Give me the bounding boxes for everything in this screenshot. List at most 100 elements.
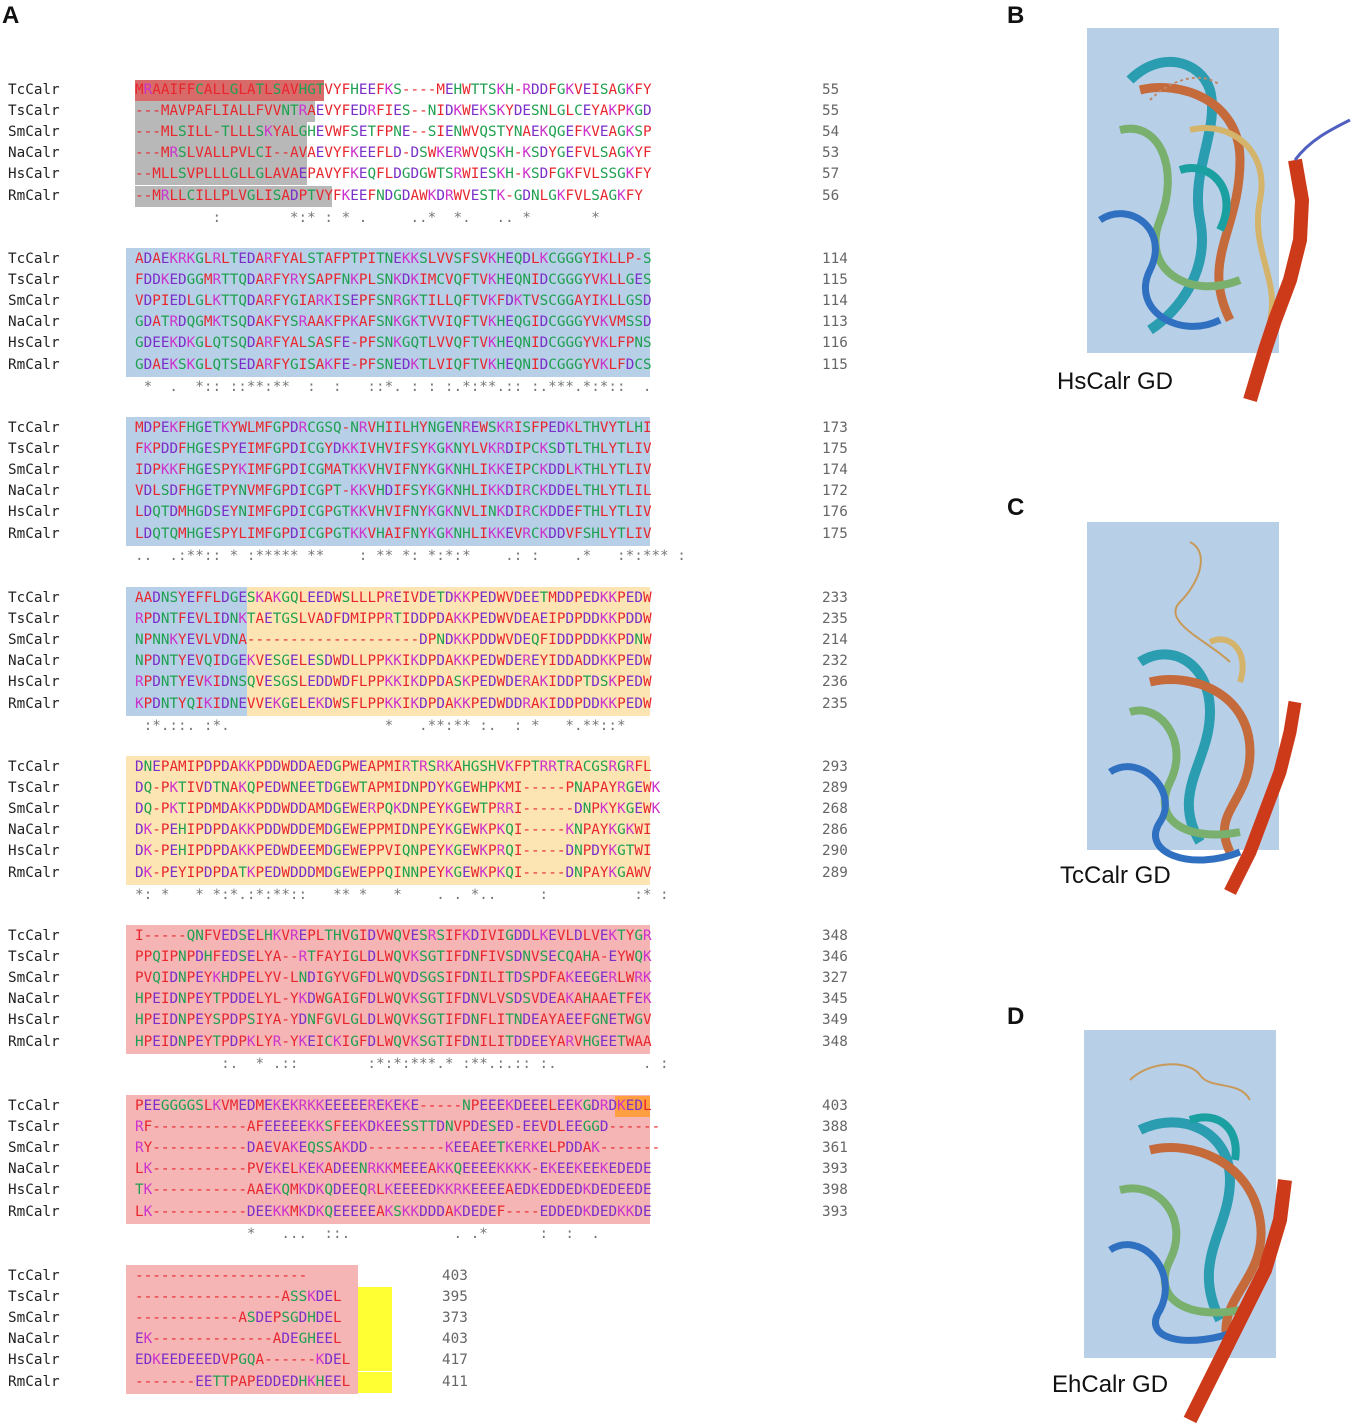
sequence-name: TcCalr bbox=[8, 759, 60, 775]
conservation-line: .. .:**:: * :***** ** : ** *: *:*:* .: :… bbox=[135, 547, 686, 564]
retention-signal-region bbox=[358, 1329, 393, 1351]
residue-count: 114 bbox=[822, 293, 848, 310]
sequence-residues: PEEGGGGSLKVMEDMEKEKRKKEEEEEREKEKE-----NP… bbox=[135, 1098, 652, 1114]
alignment-row: TsCalr ---MAVPAFLIALLFVVNTRAEVYFEDRFIES--… bbox=[0, 101, 880, 122]
sequence-residues: RPDNTFEVLIDNKTAETGSLVADFDMIPPRTIDDPDAKKP… bbox=[135, 611, 652, 628]
conservation-line: * ... ::. . .* : : . bbox=[135, 1225, 600, 1242]
sequence-residues: DK-PEYIPDPDATKPEDWDDDMDGEWEPPQINNPEYKGEW… bbox=[135, 864, 652, 881]
retention-signal-region bbox=[358, 1371, 393, 1393]
residue-count: 57 bbox=[822, 166, 840, 183]
alignment-row: SmCalr NPNNKYEVLVDNA--------------------D… bbox=[0, 630, 880, 651]
alignment-row: TsCalr PPQIPNPDHFEDSELYA--RTFAYIGLDLWQVKS… bbox=[0, 947, 880, 968]
conservation-line: :*.::. :*. * .**:** :. : * *.**::* bbox=[135, 717, 626, 734]
sequence-residues: GDATRDQGMKTSQDAKFYSRAAKFPKAFSNKGKTVVIQFT… bbox=[135, 314, 652, 331]
sequence-name: SmCalr bbox=[8, 1140, 60, 1157]
residue-count: 116 bbox=[822, 335, 848, 352]
sequence-name: RmCalr bbox=[8, 695, 60, 712]
sequence-residues: MDPEKFHGETKYWLMFGPDRCGSQ-NRVHIILHYNGENRE… bbox=[135, 420, 652, 436]
residue-count: 349 bbox=[822, 1012, 848, 1029]
sequence-residues: VDLSDFHGETPYNVMFGPDICGPT-KKVHDIFSYKGKNHL… bbox=[135, 483, 652, 500]
sequence-name: RmCalr bbox=[8, 1033, 60, 1050]
alignment-row: NaCalr VDLSDFHGETPYNVMFGPDICGPT-KKVHDIFSY… bbox=[0, 481, 880, 502]
residue-count: 173 bbox=[822, 420, 848, 436]
sequence-residues: ------------ASDEPSGDHDEL bbox=[135, 1310, 342, 1327]
sequence-residues: LDQTQMHGESPYLIMFGPDICGPGTKKVHAIFNYKGKNHL… bbox=[135, 525, 652, 542]
sequence-residues: KPDNTYQIKIDNEVVEKGELEKDWSFLPPKKIKDPDAKKP… bbox=[135, 695, 652, 712]
sequence-residues: MRAAIFFCALLGLATLSAVHGTVYFHEEFKS----MEHWT… bbox=[135, 82, 652, 98]
residue-count: 172 bbox=[822, 483, 848, 500]
sequence-residues: TK-----------AAEKQMKDKQDEEQRLKEEEEDKKRKE… bbox=[135, 1182, 652, 1199]
sequence-residues: ADAEKRKGLRLTEDARFYALSTAFPTPITNEKKSLVVSFS… bbox=[135, 251, 652, 267]
alignment-row: TcCalr MRAAIFFCALLGLATLSAVHGTVYFHEEFKS---… bbox=[0, 80, 880, 101]
alignment-row: RmCalr DK-PEYIPDPDATKPEDWDDDMDGEWEPPQINNP… bbox=[0, 863, 880, 884]
alignment-row: TsCalr FKPDDFHGESPYEIMFGPDICGYDKKIVHVIFSY… bbox=[0, 439, 880, 460]
alignment-row: TcCalr -------------------- 403 bbox=[0, 1266, 880, 1287]
panel-label-a: A bbox=[2, 2, 20, 29]
residue-count: 53 bbox=[822, 145, 840, 162]
residue-count: 235 bbox=[822, 611, 848, 628]
alignment-row: TcCalr DNEPAMIPDPDAKKPDDWDDAEDGPWEAPMIRTR… bbox=[0, 757, 880, 778]
domain-region-c-terminal bbox=[126, 1265, 359, 1394]
sequence-residues: DQ-PKTIPDMDAKKPDDWDDAMDGEWERPQKDNPEYKGEW… bbox=[135, 801, 661, 818]
residue-count: 233 bbox=[822, 590, 848, 606]
alignment-row: TcCalr I-----QNFVEDSELHKVREPLTHVGIDVWQVES… bbox=[0, 926, 880, 947]
alignment-row: RmCalr KPDNTYQIKIDNEVVEKGELEKDWSFLPPKKIKD… bbox=[0, 694, 880, 715]
residue-count: 348 bbox=[822, 1033, 848, 1050]
sequence-residues: ---MAVPAFLIALLFVVNTRAEVYFEDRFIES--NIDKWE… bbox=[135, 103, 652, 120]
alignment-row: HsCalr TK-----------AAEKQMKDKQDEEQRLKEEEE… bbox=[0, 1180, 880, 1201]
sequence-name: SmCalr bbox=[8, 801, 60, 818]
alignment-row: SmCalr ------------ASDEPSGDHDEL 373 bbox=[0, 1308, 880, 1329]
residue-count: 175 bbox=[822, 441, 848, 458]
sequence-name: TcCalr bbox=[8, 251, 60, 267]
residue-count: 113 bbox=[822, 314, 848, 331]
residue-count: 235 bbox=[822, 695, 848, 712]
sequence-name: HsCalr bbox=[8, 843, 60, 860]
residue-count: 268 bbox=[822, 801, 848, 818]
residue-count: 388 bbox=[822, 1119, 848, 1136]
residue-count: 56 bbox=[822, 187, 840, 204]
sequence-residues: NPDNTYEVQIDGEKVESGELESDWDLLPPKKIKDPDAKKP… bbox=[135, 653, 652, 670]
sequence-name: RmCalr bbox=[8, 356, 60, 373]
sequence-name: SmCalr bbox=[8, 124, 60, 141]
alignment-row: TsCalr -----------------ASSKDEL 395 bbox=[0, 1287, 880, 1308]
signal-peptide-region bbox=[135, 122, 307, 144]
retention-signal-region bbox=[358, 1287, 393, 1309]
sequence-name: TcCalr bbox=[8, 928, 60, 944]
alignment-row: SmCalr DQ-PKTIPDMDAKKPDDWDDAMDGEWERPQKDNP… bbox=[0, 799, 880, 820]
domain-region-globular bbox=[126, 248, 650, 377]
residue-count: 327 bbox=[822, 970, 848, 987]
ehcalr-label: EhCalr GD bbox=[1052, 1371, 1169, 1398]
conservation-line: *: * * *:*.:*:**:: ** * * . . *.. : :* : bbox=[135, 886, 669, 903]
residue-count: 214 bbox=[822, 632, 848, 649]
sequence-residues: ---MLSILL-TLLLSKYALGHEVWFSETFPNE--SIENWV… bbox=[135, 124, 652, 141]
ehcalr-structure-image bbox=[1084, 1030, 1292, 1424]
sequence-residues: PPQIPNPDHFEDSELYA--RTFAYIGLDLWQVKSGTIFDN… bbox=[135, 949, 652, 966]
alignment-row: HsCalr RPDNTYEVKIDNSQVESGSLEDDWDFLPPKKIKD… bbox=[0, 672, 880, 693]
sequence-name: NaCalr bbox=[8, 653, 60, 670]
sequence-residues: DQ-PKTIVDTNAKQPEDWNEETDGEWTAPMIDNPDYKGEW… bbox=[135, 780, 661, 797]
residue-count: 293 bbox=[822, 759, 848, 775]
alignment-row: HsCalr LDQTDMHGDSEYNIMFGPDICGPGTKKVHVIFNY… bbox=[0, 502, 880, 523]
retention-signal-region bbox=[615, 1096, 650, 1118]
retention-signal-region bbox=[358, 1308, 393, 1330]
sequence-residues: ---MRSLVALLPVLCI--AVAEVYFKEEFLD-DSWKERWV… bbox=[135, 145, 652, 162]
sequence-name: TcCalr bbox=[8, 1098, 60, 1114]
sequence-residues: VDPIEDLGLKTTQDARFYGIARKISEPFSNRGKTILLQFT… bbox=[135, 293, 652, 310]
sequence-name: RmCalr bbox=[8, 187, 60, 204]
sequence-residues: DK-PEHIPDPDAKKPEDWDEEMDGEWEPPVIQNPEYKGEW… bbox=[135, 843, 652, 860]
sequence-residues: HPEIDNPEYTPDDELYL-YKDWGAIGFDLWQVKSGTIFDN… bbox=[135, 991, 652, 1008]
alignment-row: HsCalr GDEEKDKGLQTSQDARFYALSASFE-PFSNKGQT… bbox=[0, 333, 880, 354]
sequence-residues: LDQTDMHGDSEYNIMFGPDICGPGTKKVHVIFNYKGKNVL… bbox=[135, 504, 652, 521]
signal-peptide-region bbox=[135, 80, 324, 102]
sequence-name: HsCalr bbox=[8, 1352, 60, 1369]
residue-count: 361 bbox=[822, 1140, 848, 1157]
panel-label-d: D bbox=[1007, 1003, 1025, 1030]
alignment-row: NaCalr EK--------------ADEGHEEL 403 bbox=[0, 1329, 880, 1350]
residue-count: 115 bbox=[822, 356, 848, 373]
residue-count: 236 bbox=[822, 674, 848, 691]
domain-region-c-terminal bbox=[126, 1095, 650, 1224]
domain-region-globular bbox=[126, 417, 650, 546]
residue-count: 403 bbox=[822, 1098, 848, 1114]
sequence-residues: -----------------ASSKDEL bbox=[135, 1289, 342, 1306]
sequence-residues: DNEPAMIPDPDAKKPDDWDDAEDGPWEAPMIRTRSRKAHG… bbox=[135, 759, 652, 775]
